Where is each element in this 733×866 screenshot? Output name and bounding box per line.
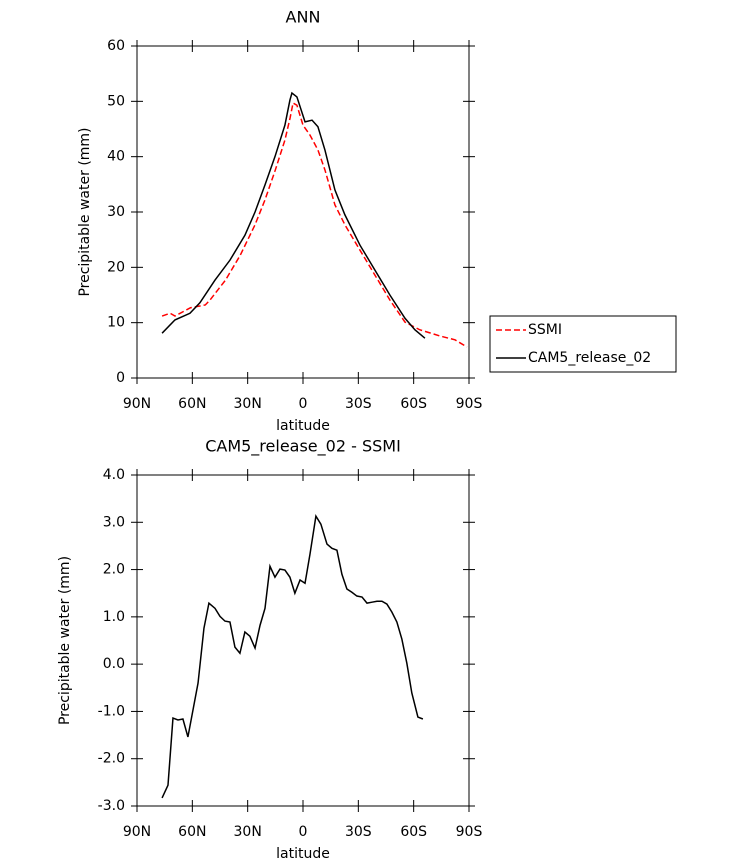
- x-tick-label: 90N: [123, 396, 151, 412]
- y-tick-label: 20: [107, 259, 125, 275]
- legend-label: CAM5_release_02: [528, 350, 651, 366]
- y-tick-label: 40: [107, 149, 125, 165]
- x-axis-label: latitude: [276, 846, 330, 862]
- y-tick-label: 0.0: [103, 656, 125, 672]
- y-tick-label: 1.0: [103, 609, 125, 625]
- y-tick-label: -3.0: [98, 798, 125, 814]
- y-tick-label: 50: [107, 93, 125, 109]
- y-tick-label: 30: [107, 204, 125, 220]
- x-tick-label: 90N: [123, 824, 151, 840]
- x-tick-label: 60S: [400, 824, 427, 840]
- y-tick-label: 3.0: [103, 514, 125, 530]
- x-tick-label: 30N: [234, 396, 262, 412]
- x-tick-label: 60S: [400, 396, 427, 412]
- x-tick-label: 30S: [345, 396, 372, 412]
- x-tick-label: 90S: [456, 824, 483, 840]
- y-axis-label: Precipitable water (mm): [77, 127, 93, 296]
- legend-label: SSMI: [528, 322, 562, 338]
- x-tick-label: 0: [299, 396, 308, 412]
- data-line: [161, 101, 468, 348]
- y-tick-label: 10: [107, 315, 125, 331]
- x-tick-label: 0: [299, 824, 308, 840]
- y-tick-label: 0: [116, 370, 125, 386]
- y-tick-label: 2.0: [103, 562, 125, 578]
- data-line: [161, 514, 424, 799]
- plot-frame: [136, 45, 470, 379]
- chart-title: ANN: [286, 8, 321, 27]
- legend-box: [489, 315, 677, 373]
- y-axis-label: Precipitable water (mm): [57, 556, 73, 725]
- x-tick-label: 60N: [178, 824, 206, 840]
- y-tick-label: -1.0: [98, 703, 125, 719]
- x-tick-label: 60N: [178, 396, 206, 412]
- x-tick-label: 30N: [234, 824, 262, 840]
- data-line: [161, 91, 426, 339]
- x-tick-label: 30S: [345, 824, 372, 840]
- y-tick-label: 60: [107, 38, 125, 54]
- plot-frame: [136, 474, 470, 807]
- x-tick-label: 90S: [456, 396, 483, 412]
- y-tick-label: 4.0: [103, 467, 125, 483]
- y-tick-label: -2.0: [98, 751, 125, 767]
- chart-title: CAM5_release_02 - SSMI: [205, 437, 401, 457]
- x-axis-label: latitude: [276, 418, 330, 434]
